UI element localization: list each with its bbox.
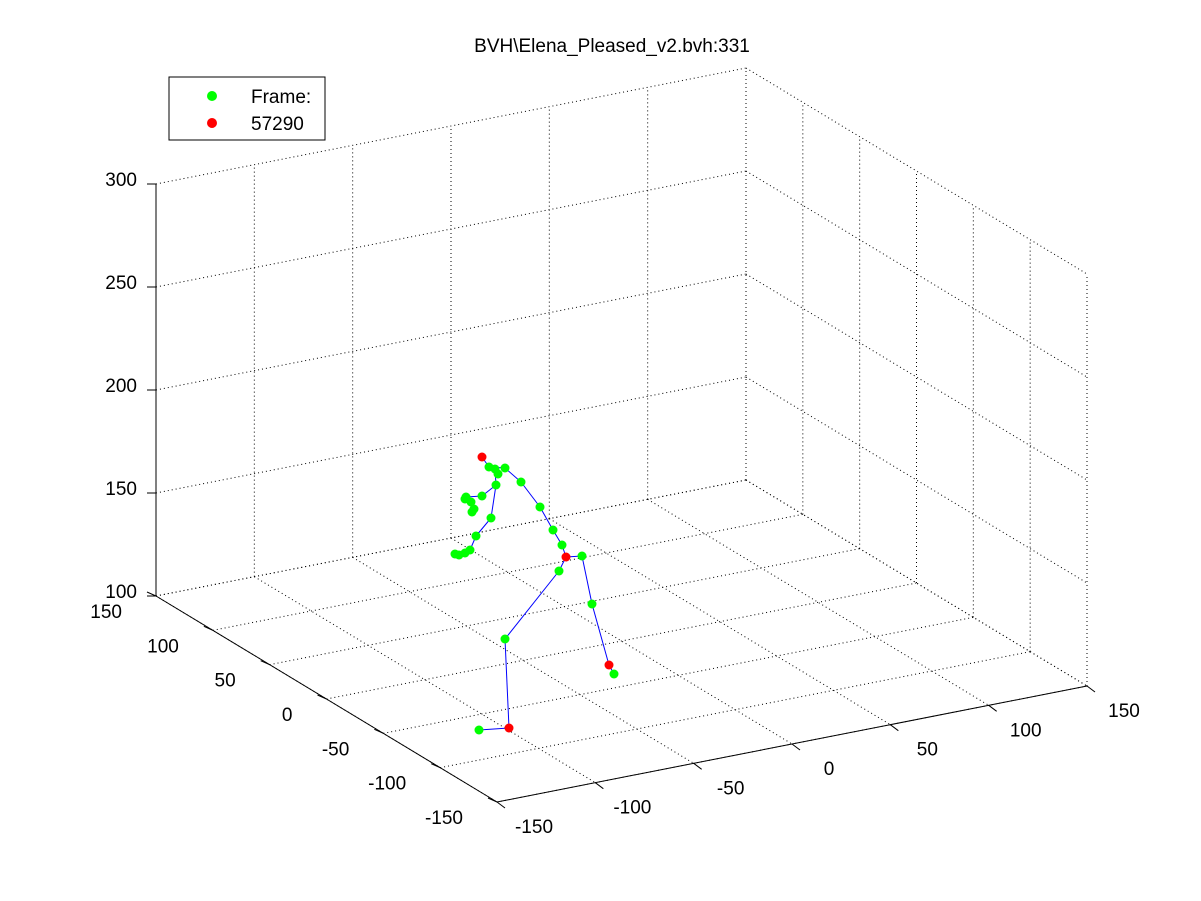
legend-marker-frame bbox=[207, 91, 217, 101]
x-tick-label: 150 bbox=[1108, 701, 1140, 722]
y-tick bbox=[260, 660, 270, 666]
y-tick-label: -150 bbox=[425, 808, 463, 829]
y-tick bbox=[317, 694, 327, 700]
x-tick-label: -100 bbox=[613, 798, 651, 819]
z-tick-label: 300 bbox=[105, 170, 137, 191]
skeleton-bone bbox=[504, 638, 510, 729]
y-tick-label: 50 bbox=[215, 671, 236, 692]
x-tick-label: -150 bbox=[515, 817, 553, 838]
z-tick-label: 150 bbox=[105, 479, 137, 500]
floor-grid-line-y bbox=[383, 616, 974, 734]
x-tick-label: -50 bbox=[717, 778, 744, 799]
end-effector-point bbox=[504, 723, 514, 733]
tick-labels: 100150200250300-150-100-50050100150-150-… bbox=[90, 170, 1140, 838]
z-tick-label: 250 bbox=[105, 273, 137, 294]
y-tick-label: -100 bbox=[368, 774, 406, 795]
joint-point bbox=[500, 463, 510, 473]
skeleton-bone bbox=[591, 603, 610, 666]
legend-label-frame: Frame: bbox=[251, 87, 311, 108]
joint-point bbox=[471, 531, 481, 541]
end-effector-point bbox=[477, 452, 487, 462]
back-wall-grid-horizontal bbox=[155, 479, 747, 597]
back-wall-grid-horizontal bbox=[155, 273, 747, 391]
end-effector-point bbox=[604, 660, 614, 670]
end-effector-point bbox=[561, 552, 571, 562]
joint-point bbox=[477, 491, 487, 501]
x-tick bbox=[791, 743, 801, 751]
y-tick bbox=[374, 728, 384, 734]
chart-title: BVH\Elena_Pleased_v2.bvh:331 bbox=[474, 36, 750, 57]
joint-point bbox=[486, 513, 496, 523]
floor-grid-line-y bbox=[440, 651, 1031, 769]
y-tick-label: -50 bbox=[322, 739, 349, 760]
x-tick bbox=[693, 762, 702, 770]
x-tick-label: 100 bbox=[1010, 720, 1042, 741]
x-tick bbox=[496, 801, 506, 809]
skeleton-bone bbox=[504, 570, 560, 640]
x-tick bbox=[890, 724, 899, 732]
joint-point bbox=[467, 507, 477, 517]
z-tick-label: 100 bbox=[105, 582, 137, 603]
skeleton-joints bbox=[450, 452, 619, 735]
legend-marker-number bbox=[207, 118, 217, 128]
back-wall-grid-horizontal bbox=[155, 67, 747, 185]
legend-box bbox=[168, 76, 326, 141]
joint-point bbox=[474, 725, 484, 735]
x-tick-label: 50 bbox=[917, 740, 938, 761]
joint-point bbox=[516, 477, 526, 487]
joint-point bbox=[450, 549, 460, 559]
legend-label-number: 57290 bbox=[251, 114, 304, 135]
y-tick bbox=[487, 797, 498, 803]
joint-point bbox=[535, 502, 545, 512]
floor-grid-line-y bbox=[212, 513, 803, 631]
back-wall-grid-horizontal bbox=[155, 170, 747, 288]
joint-point bbox=[587, 599, 597, 609]
x-tick bbox=[988, 704, 997, 712]
floor-grid-line-y bbox=[326, 582, 917, 700]
axes-lines bbox=[146, 183, 1096, 809]
joint-point bbox=[609, 669, 619, 679]
y-tick bbox=[430, 763, 441, 769]
skeleton-bone bbox=[581, 555, 593, 605]
y-tick bbox=[203, 625, 214, 631]
joint-point bbox=[554, 566, 564, 576]
y-tick-label: 100 bbox=[147, 636, 179, 657]
floor-grid-line-y bbox=[269, 548, 860, 666]
joint-point bbox=[577, 551, 587, 561]
skeleton-bone bbox=[520, 481, 541, 508]
joint-point bbox=[500, 634, 510, 644]
legend[interactable]: Frame: 57290 bbox=[168, 76, 326, 141]
joint-point bbox=[460, 494, 470, 504]
back-wall-grid-horizontal bbox=[155, 376, 747, 494]
axes-grid bbox=[155, 67, 1088, 803]
joint-point bbox=[548, 525, 558, 535]
y-tick-label: 150 bbox=[90, 602, 122, 623]
x-tick-label: 0 bbox=[824, 759, 835, 780]
joint-point bbox=[557, 540, 567, 550]
skeleton-bone bbox=[490, 484, 497, 519]
x-tick bbox=[1086, 685, 1096, 693]
y-tick-label: 0 bbox=[282, 705, 293, 726]
skeleton-bone bbox=[478, 727, 510, 731]
joint-point bbox=[491, 480, 501, 490]
joint-point bbox=[493, 469, 503, 479]
y-tick bbox=[146, 591, 157, 597]
z-tick-label: 200 bbox=[105, 376, 137, 397]
x-tick bbox=[595, 782, 604, 790]
